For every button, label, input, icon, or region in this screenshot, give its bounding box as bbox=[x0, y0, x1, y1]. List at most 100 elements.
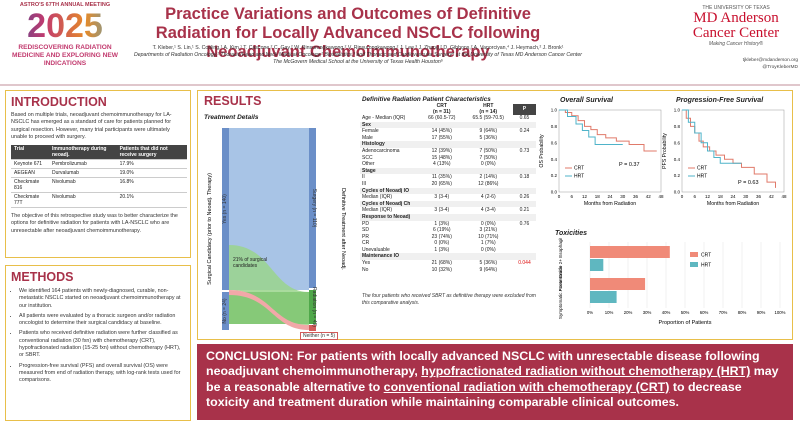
cell-crt: 1 (3%) bbox=[434, 220, 450, 227]
cell-p bbox=[512, 121, 536, 129]
methods-section: METHODS We identified 164 patients with … bbox=[5, 265, 191, 421]
x-tick-label: 30% bbox=[643, 310, 652, 315]
cell-p bbox=[513, 234, 536, 241]
cell-label: Other bbox=[362, 161, 375, 168]
cell-p bbox=[512, 141, 536, 148]
cell-label: PD bbox=[362, 220, 369, 227]
cell-label: SD bbox=[362, 227, 369, 234]
pfs-title: Progression-Free Survival bbox=[676, 97, 764, 104]
table-row: SCC 15 (48%) 7 (50%) bbox=[360, 155, 536, 162]
x-tick-label: 42 bbox=[769, 194, 775, 199]
trial-table-header: Trial Immunotherapy during neoadj. Patie… bbox=[11, 145, 187, 161]
legend-crt-swatch bbox=[690, 252, 698, 257]
node-surgery-label: Surgery (n = 110) bbox=[311, 189, 317, 228]
cell-p: 0.65 bbox=[519, 115, 530, 121]
meeting-name: ASTRO'S 67TH ANNUAL MEETING bbox=[19, 2, 111, 8]
category-label-pneumonitis: Symptomatic Pneumonitis bbox=[558, 265, 563, 319]
cell: Pembrolizumab bbox=[49, 159, 117, 170]
cell-hrt bbox=[463, 141, 513, 148]
y-tick-label: 0.8 bbox=[551, 124, 558, 129]
bar-cat2-crt bbox=[590, 278, 646, 290]
cell-label: II bbox=[362, 174, 365, 181]
table-row: AEGEAN Durvalumab 19.0% bbox=[11, 168, 187, 179]
node-radiation bbox=[309, 290, 316, 324]
cell-crt: 15 (48%) bbox=[431, 154, 452, 161]
col-crt-label: CRT bbox=[436, 103, 447, 109]
cell-label: Female bbox=[362, 128, 379, 135]
org-tagline: Making Cancer History® bbox=[708, 41, 764, 47]
x-tick-label: 6 bbox=[570, 194, 573, 199]
intro-paragraph-2: The objective of this retrospective stud… bbox=[11, 213, 178, 234]
cell-label: Adenocarcinoma bbox=[362, 147, 400, 154]
cell: Keynote 671 bbox=[11, 159, 49, 170]
x-tick-label: 50% bbox=[681, 310, 690, 315]
table-row: Median (IQR) 3 (3-4) 4 (2-6) 0.26 bbox=[360, 194, 536, 201]
methods-heading: METHODS bbox=[11, 270, 74, 284]
x-tick-label: 0 bbox=[558, 194, 561, 199]
cell-crt: 10 (32%) bbox=[431, 266, 452, 273]
x-tick-label: 20% bbox=[624, 310, 633, 315]
poster-title: Practice Variations and Outcomes of Defi… bbox=[155, 5, 541, 61]
x-tick-label: 70% bbox=[719, 310, 728, 315]
node-no-label: No (n = 24) bbox=[222, 298, 228, 323]
legend-crt-label: CRT bbox=[697, 166, 707, 172]
flow-neither bbox=[229, 290, 309, 330]
x-axis-label: Months from Radiation bbox=[584, 201, 636, 207]
os-plot: 1.0 0.8 0.6 0.4 0.2 0.00 6 12 18 24 30 36 42 48 Months… bbox=[539, 108, 664, 207]
cell-p: 0.73 bbox=[519, 147, 530, 154]
table-row: Unevaluable 1 (3%) 0 (0%) bbox=[360, 247, 536, 254]
node-yes-label: Yes (n = 140) bbox=[222, 194, 228, 224]
x-tick-label: 0 bbox=[681, 194, 684, 199]
cell-hrt: 9 (64%) bbox=[479, 266, 498, 273]
node-no bbox=[222, 292, 229, 330]
y-tick-label: 0.4 bbox=[674, 157, 681, 162]
cell-hrt bbox=[463, 200, 513, 208]
cell-hrt: 0 (0%) bbox=[480, 246, 496, 253]
cell-hrt: 5 (36%) bbox=[479, 260, 498, 267]
pfs-plot: 1.0 0.8 0.6 0.4 0.2 0.00 6 12 18 24 30 36 42 48 Months… bbox=[662, 108, 787, 207]
table-group-row: Cycles of Neoadj Ch bbox=[360, 200, 536, 208]
intro-section: INTRODUCTION Based on multiple trials, n… bbox=[5, 90, 191, 258]
cell-label: Unevaluable bbox=[362, 246, 390, 253]
table-row: PR 23 (74%) 10 (71%) bbox=[360, 234, 536, 241]
x-axis-label: Months from Radiation bbox=[707, 201, 759, 207]
x-tick-label: 36 bbox=[756, 194, 762, 199]
cell-label: No bbox=[362, 266, 369, 273]
org-line-1: THE UNIVERSITY OF TEXAS bbox=[702, 5, 770, 11]
char-table-header: CRT (n = 31) HRT (n = 14) P bbox=[360, 103, 536, 115]
th-immunotherapy: Immunotherapy during neoadj. bbox=[49, 145, 117, 161]
org-line-3: Cancer Center bbox=[692, 25, 780, 41]
cell-p bbox=[513, 135, 536, 142]
characteristics-table: CRT (n = 31) HRT (n = 14) P Age - Median (… bbox=[360, 103, 536, 273]
cell-crt: 1 (3%) bbox=[434, 246, 450, 253]
char-table-title: Definitive Radiation Patient Characteris… bbox=[362, 96, 491, 103]
cell-label: Median (IQR) bbox=[362, 194, 393, 201]
y-tick-label: 0.2 bbox=[674, 173, 681, 178]
cell-hrt: 10 (71%) bbox=[478, 233, 499, 240]
cell-label: SCC bbox=[362, 154, 373, 161]
x-tick-label: 18 bbox=[595, 194, 601, 199]
x-tick-label: 24 bbox=[730, 194, 736, 199]
y-tick-label: 1.0 bbox=[674, 108, 681, 113]
conclusion-text-c: to decrease toxicity and treatment durat… bbox=[206, 379, 742, 410]
p-value: P = 0.63 bbox=[738, 180, 759, 186]
list-item: All patients were evaluated by a thoraci… bbox=[19, 313, 185, 328]
cell: 19.0% bbox=[116, 168, 187, 179]
legend-hrt-label: HRT bbox=[574, 174, 584, 180]
cell-p bbox=[512, 253, 536, 261]
list-item: Patients who received definitive radiati… bbox=[19, 330, 185, 359]
cell-label: Sex bbox=[360, 121, 420, 129]
table-row: CR 0 (0%) 1 (7%) bbox=[360, 240, 536, 247]
header-divider bbox=[0, 84, 800, 86]
x-tick-label: 40% bbox=[662, 310, 671, 315]
email: tjkleber@mdanderson.org bbox=[742, 58, 798, 63]
y-tick-label: 0.0 bbox=[551, 190, 558, 195]
table-row: SD 6 (19%) 3 (21%) bbox=[360, 227, 536, 234]
cell-hrt bbox=[463, 253, 513, 261]
cell-p bbox=[512, 167, 536, 175]
cell-hrt: 5 (36%) bbox=[479, 134, 498, 141]
table-row: PD 1 (3%) 0 (0%) 0.76 bbox=[360, 221, 536, 228]
authors: T. Kleber,¹ S. Lin,¹ S. Copling,¹ A. Kim… bbox=[152, 45, 564, 51]
conclusion-hrt: hypofractionated radiation without chemo… bbox=[421, 364, 751, 379]
node-surgery bbox=[309, 128, 316, 288]
